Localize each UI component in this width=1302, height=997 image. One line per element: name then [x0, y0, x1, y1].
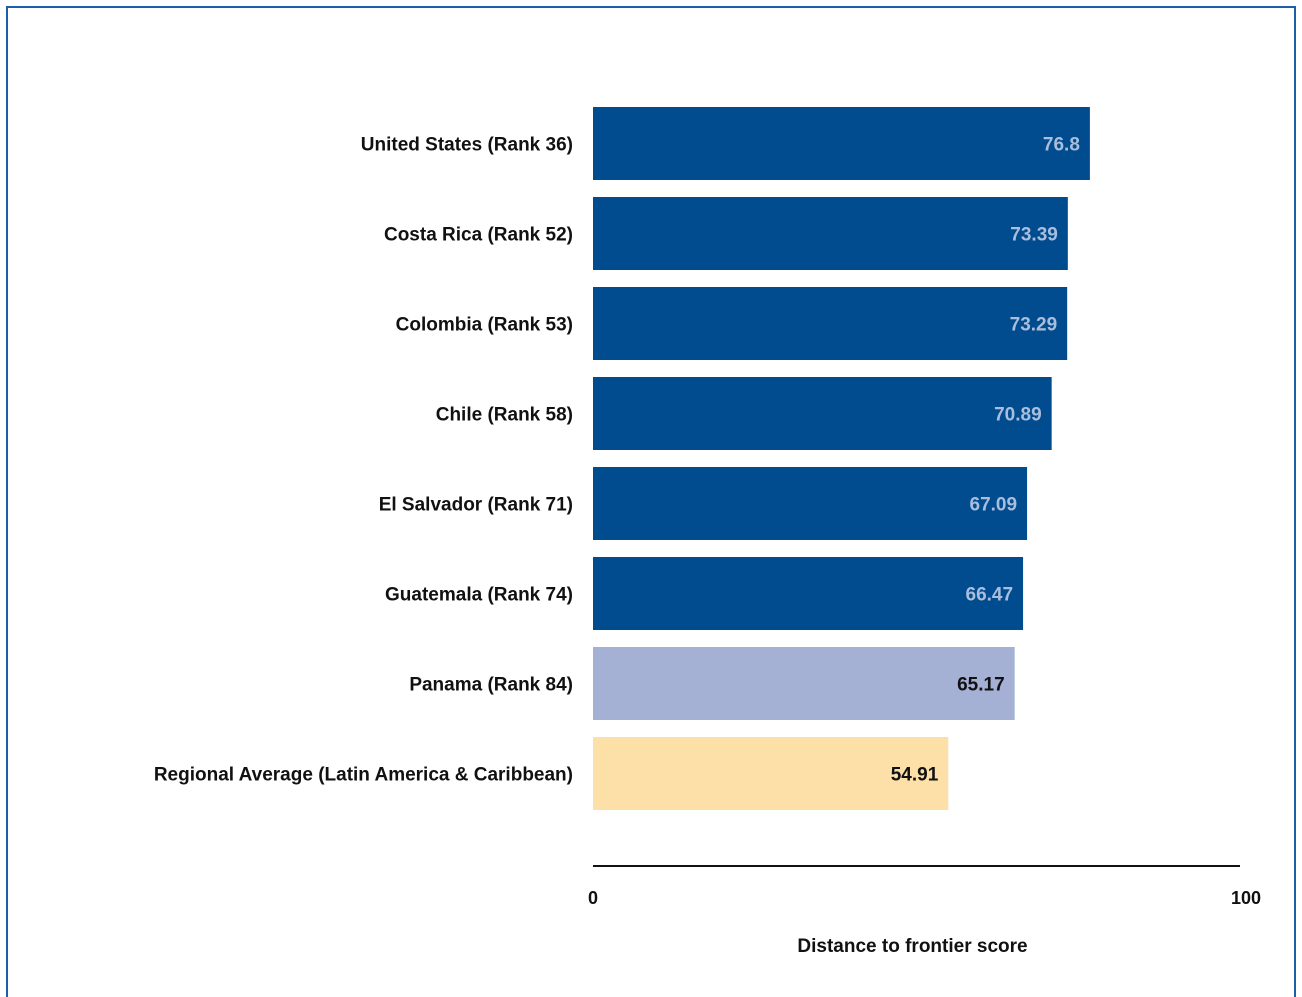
bar	[593, 737, 949, 810]
value-label: 54.91	[891, 765, 939, 786]
bar	[593, 557, 1024, 630]
value-label: 66.47	[966, 585, 1014, 606]
x-axis-title: Distance to frontier score	[797, 936, 1027, 957]
bar	[593, 647, 1015, 720]
category-label: Chile (Rank 58)	[436, 405, 573, 426]
chart-frame	[6, 6, 1296, 997]
value-label: 67.09	[970, 495, 1018, 516]
x-tick-label-max: 100	[1231, 888, 1261, 908]
category-label: El Salvador (Rank 71)	[379, 495, 573, 516]
category-label: United States (Rank 36)	[361, 135, 573, 156]
x-tick-label-min: 0	[588, 888, 598, 908]
category-label: Guatemala (Rank 74)	[385, 585, 573, 606]
bar	[593, 467, 1028, 540]
bar	[593, 107, 1090, 180]
bars-layer	[593, 107, 1090, 810]
category-labels-layer: United States (Rank 36) Costa Rica (Rank …	[154, 135, 573, 786]
value-label: 70.89	[994, 405, 1042, 426]
value-label: 65.17	[957, 675, 1005, 696]
value-label: 73.39	[1010, 225, 1058, 246]
category-label: Costa Rica (Rank 52)	[384, 225, 573, 246]
category-label: Regional Average (Latin America & Caribb…	[154, 765, 573, 786]
bar	[593, 287, 1068, 360]
category-label: Panama (Rank 84)	[409, 675, 573, 696]
value-label: 76.8	[1043, 135, 1080, 156]
value-labels-layer: 76.8 73.39 73.29 70.89 67.09 66.47 65.17 54.91	[891, 135, 1080, 786]
value-label: 73.29	[1010, 315, 1058, 336]
category-label: Colombia (Rank 53)	[396, 315, 573, 336]
bar	[593, 377, 1052, 450]
bar	[593, 197, 1068, 270]
